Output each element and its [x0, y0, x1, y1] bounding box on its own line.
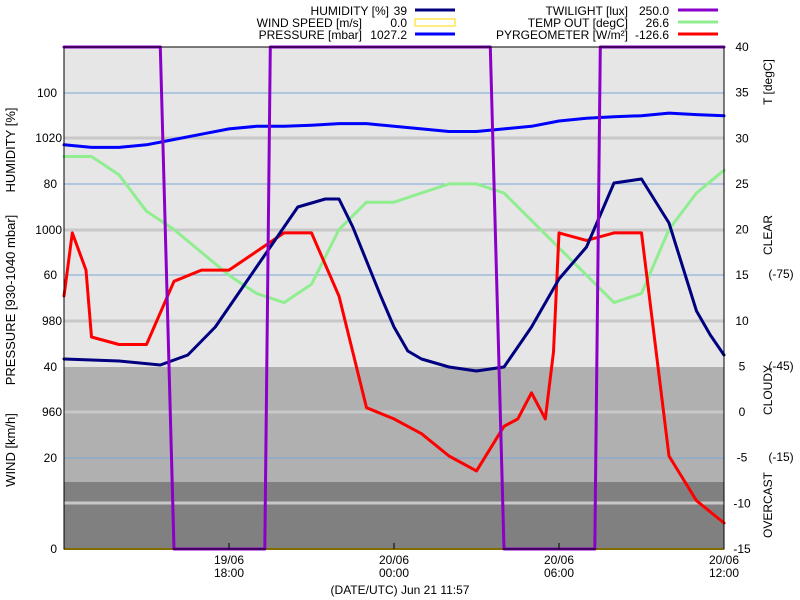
temperature-tick: -10 — [733, 496, 751, 510]
x-tick-time: 12:00 — [709, 566, 739, 580]
temperature-tick: 10 — [735, 314, 749, 328]
temperature-tick: 40 — [735, 40, 749, 54]
plot-area-overcast — [64, 482, 724, 549]
plot-area-cloudy — [64, 367, 724, 482]
legend-value-wind: 0.0 — [390, 16, 407, 30]
legend-label-humidity: HUMIDITY [%] — [311, 4, 389, 18]
legend-swatch-wind — [414, 18, 456, 27]
x-axis-label: (DATE/UTC) Jun 21 11:57 — [331, 583, 470, 597]
temperature-tick: -5 — [737, 451, 748, 465]
temperature-tick: 25 — [735, 177, 749, 191]
temperature-tick: 35 — [735, 86, 749, 100]
wind-tick: 0 — [50, 542, 57, 556]
wind-tick: 20 — [44, 451, 58, 465]
temperature-tick: 15 — [735, 268, 749, 282]
series-line-humidity — [62, 177, 726, 373]
x-tick-time: 18:00 — [214, 566, 244, 580]
pressure-tick: 1020 — [35, 131, 62, 145]
legend-value-twilight: 250.0 — [639, 4, 669, 18]
x-tick-time: 06:00 — [544, 566, 574, 580]
humidity-tick: 80 — [44, 177, 58, 191]
pyrgeometer-tick: (-75) — [768, 267, 793, 281]
pyrgeometer-tick: (-15) — [768, 450, 793, 464]
x-tick-date: 19/06 — [214, 553, 244, 567]
pressure-tick: 1000 — [35, 223, 62, 237]
legend-label-pressure: PRESSURE [mbar] — [259, 28, 362, 42]
humidity-tick: 60 — [44, 268, 58, 282]
temperature-tick: 5 — [739, 360, 746, 374]
pressure-axis-label: PRESSURE [930-1040 mbar] — [3, 215, 18, 386]
wind-axis-label: WIND [km/h] — [3, 413, 18, 487]
temperature-tick: 0 — [739, 405, 746, 419]
pressure-tick: 960 — [42, 405, 62, 419]
series-line-pyrgeometer — [62, 231, 726, 525]
right-tick-labels: 40 35 30 25 20 15 10 5 0 -5 -10 -15 — [733, 40, 751, 556]
x-tick-date: 20/06 — [379, 553, 409, 567]
pyrgeometer-tick: (-45) — [768, 359, 793, 373]
left-tick-labels: 100 80 60 40 1020 1000 980 960 20 0 — [35, 86, 62, 556]
legend-label-pyrgeometer: PYRGEOMETER [W/m²] — [496, 28, 628, 42]
clear-label: CLEAR — [761, 215, 775, 255]
x-tick-date: 20/06 — [709, 553, 739, 567]
temperature-tick: 20 — [735, 223, 749, 237]
temperature-tick: -15 — [733, 542, 751, 556]
x-tick-date: 20/06 — [544, 553, 574, 567]
legend-value-pressure: 1027.2 — [370, 28, 407, 42]
overcast-label: OVERCAST — [761, 471, 775, 538]
legend-label-twilight: TWILIGHT [lux] — [546, 4, 628, 18]
series-line-temp — [62, 155, 726, 305]
humidity-tick: 40 — [44, 360, 58, 374]
legend-value-pyrgeometer: -126.6 — [635, 28, 669, 42]
x-tick-time: 00:00 — [379, 566, 409, 580]
legend-value-temp: 26.6 — [646, 16, 670, 30]
legend-value-humidity: 39 — [394, 4, 408, 18]
series-line-pressure — [62, 111, 726, 149]
humidity-axis-label: HUMIDITY [%] — [3, 108, 18, 193]
pressure-tick: 980 — [42, 314, 62, 328]
legend-label-temp: TEMP OUT [degC] — [528, 16, 628, 30]
legend-label-wind: WIND SPEED [m/s] — [257, 16, 362, 30]
temperature-tick: 30 — [735, 131, 749, 145]
x-tick-labels: 19/0618:0020/0600:0020/0606:0020/0612:00… — [214, 543, 739, 580]
humidity-tick: 100 — [37, 86, 57, 100]
cloudy-label: CLOUDY — [761, 365, 775, 415]
legend: HUMIDITY [%] 39 WIND SPEED [m/s] 0.0 PRE… — [257, 4, 718, 42]
plot-area-clear — [64, 47, 724, 367]
temperature-axis-label: T [degC] — [761, 59, 775, 105]
